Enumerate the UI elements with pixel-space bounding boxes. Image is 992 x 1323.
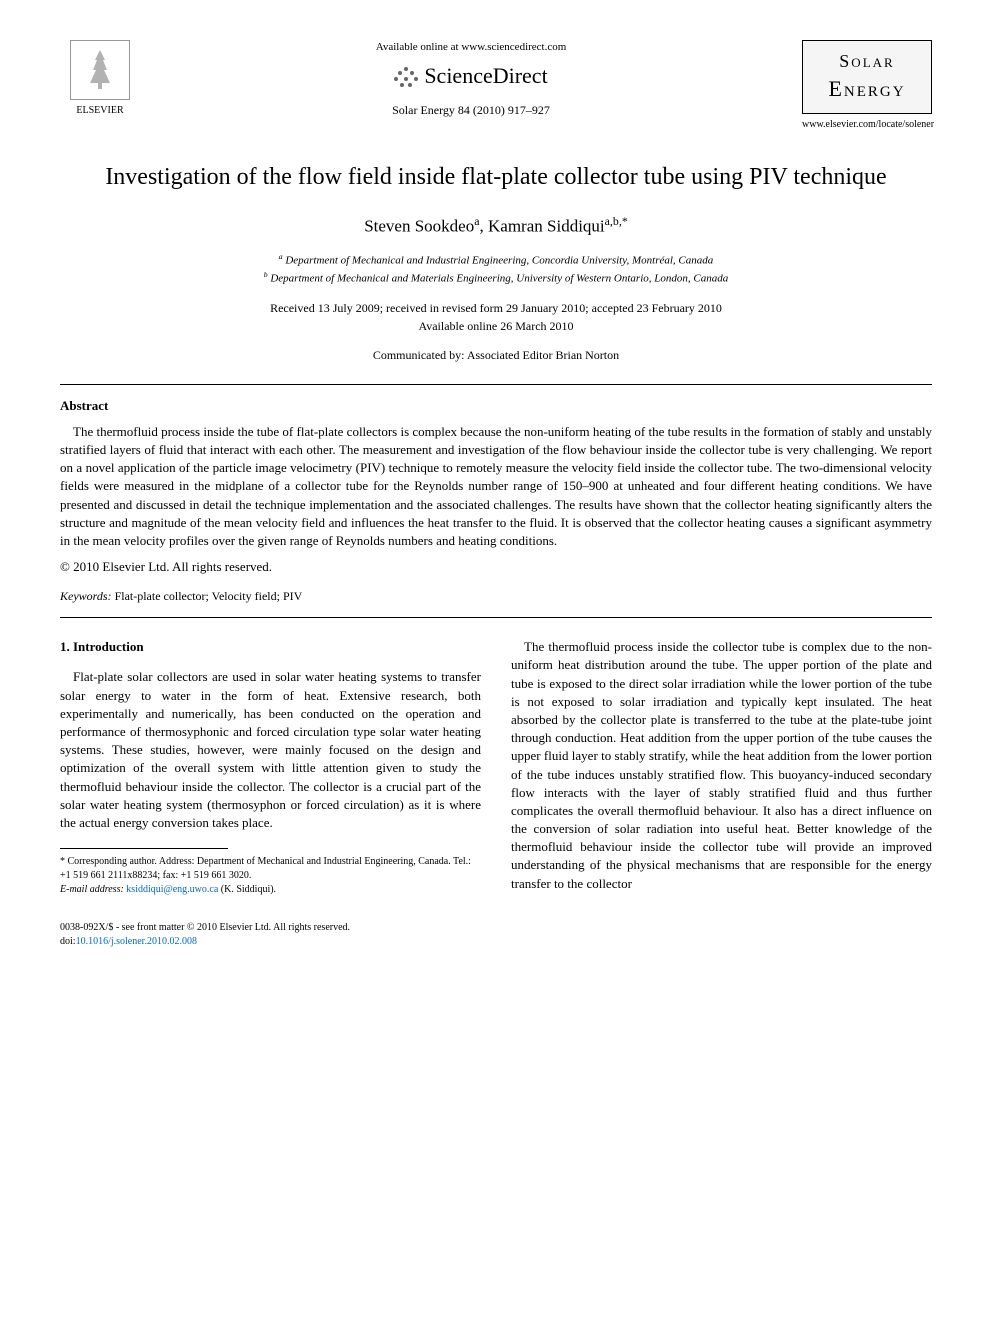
abstract-text: The thermofluid process inside the tube …	[60, 423, 932, 550]
footnote-rule	[60, 848, 228, 849]
sciencedirect-dots-icon	[394, 65, 418, 89]
keywords-text: Flat-plate collector; Velocity field; PI…	[115, 589, 303, 603]
author-1: Steven Sookdeo	[364, 217, 474, 236]
article-title: Investigation of the flow field inside f…	[60, 162, 932, 193]
footnote-email-link[interactable]: ksiddiqui@eng.uwo.ca	[126, 884, 218, 895]
affiliation-b: b Department of Mechanical and Materials…	[60, 269, 932, 287]
keywords: Keywords: Flat-plate collector; Velocity…	[60, 588, 932, 605]
corresponding-footnote: * Corresponding author. Address: Departm…	[60, 855, 481, 897]
rule-after-keywords	[60, 617, 932, 618]
journal-name-box: Solar Energy	[802, 40, 932, 114]
doi-line: doi:10.1016/j.solener.2010.02.008	[60, 935, 932, 949]
center-header: Available online at www.sciencedirect.co…	[140, 40, 802, 119]
keywords-label: Keywords:	[60, 589, 112, 603]
section-1-heading: 1. Introduction	[60, 638, 481, 656]
page-footer: 0038-092X/$ - see front matter © 2010 El…	[60, 921, 932, 949]
available-online-text: Available online at www.sciencedirect.co…	[160, 40, 782, 55]
footnote-email-label: E-mail address:	[60, 884, 124, 895]
dates-line2: Available online 26 March 2010	[60, 317, 932, 335]
publisher-logo: ELSEVIER	[60, 40, 140, 118]
author-2-sup: a,b,*	[605, 214, 628, 228]
doi-link[interactable]: 10.1016/j.solener.2010.02.008	[76, 936, 197, 947]
rule-before-abstract	[60, 384, 932, 385]
column-right: The thermofluid process inside the colle…	[511, 638, 932, 897]
abstract-copyright: © 2010 Elsevier Ltd. All rights reserved…	[60, 558, 932, 576]
footnote-email-line: E-mail address: ksiddiqui@eng.uwo.ca (K.…	[60, 883, 481, 897]
authors: Steven Sookdeoa, Kamran Siddiquia,b,*	[60, 213, 932, 238]
affiliation-a: a Department of Mechanical and Industria…	[60, 251, 932, 269]
platform-logo: ScienceDirect	[160, 61, 782, 92]
section-1-para-2: The thermofluid process inside the colle…	[511, 638, 932, 893]
doi-label: doi:	[60, 936, 76, 947]
journal-name-line2: Energy	[809, 74, 925, 105]
elsevier-tree-icon	[70, 40, 130, 100]
author-1-sup: a	[474, 214, 479, 228]
body-columns: 1. Introduction Flat-plate solar collect…	[60, 638, 932, 897]
issn-line: 0038-092X/$ - see front matter © 2010 El…	[60, 921, 932, 935]
journal-logo: Solar Energy www.elsevier.com/locate/sol…	[802, 40, 932, 132]
column-left: 1. Introduction Flat-plate solar collect…	[60, 638, 481, 897]
publisher-name: ELSEVIER	[60, 104, 140, 118]
abstract-heading: Abstract	[60, 397, 932, 415]
dates-line1: Received 13 July 2009; received in revis…	[60, 299, 932, 317]
section-1-para-1: Flat-plate solar collectors are used in …	[60, 668, 481, 832]
footnote-corresponding: * Corresponding author. Address: Departm…	[60, 855, 481, 883]
affiliations: a Department of Mechanical and Industria…	[60, 251, 932, 287]
footnote-email-name: (K. Siddiqui).	[221, 884, 276, 895]
header-row: ELSEVIER Available online at www.science…	[60, 40, 932, 132]
journal-name-line1: Solar	[809, 49, 925, 74]
platform-name: ScienceDirect	[424, 61, 547, 92]
article-dates: Received 13 July 2009; received in revis…	[60, 299, 932, 335]
author-2: Kamran Siddiqui	[488, 217, 605, 236]
citation: Solar Energy 84 (2010) 917–927	[160, 102, 782, 119]
journal-url: www.elsevier.com/locate/solener	[802, 118, 932, 132]
communicated-by: Communicated by: Associated Editor Brian…	[60, 347, 932, 364]
